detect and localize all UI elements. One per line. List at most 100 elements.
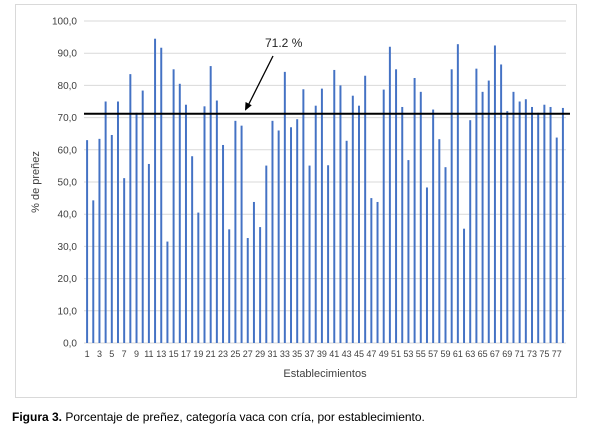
- bar: [277, 130, 280, 343]
- x-tick-label: 61: [453, 349, 463, 359]
- y-tick-label: 20,0: [58, 274, 78, 285]
- bar: [351, 95, 354, 343]
- x-tick-label: 35: [292, 349, 302, 359]
- x-tick-label: 67: [490, 349, 500, 359]
- y-tick-label: 90,0: [58, 49, 78, 60]
- bar: [549, 106, 552, 343]
- bar: [184, 104, 187, 343]
- bar: [370, 198, 373, 343]
- bar: [104, 101, 107, 343]
- x-tick-label: 49: [379, 349, 389, 359]
- bar: [308, 165, 311, 343]
- bar: [222, 144, 225, 343]
- x-tick-label: 21: [206, 349, 216, 359]
- figure-caption: Figura 3. Porcentaje de preñez, categorí…: [12, 410, 425, 424]
- x-tick-label: 43: [342, 349, 352, 359]
- y-axis-ticks: 0,0 10,0 20,0 30,0 40,0 50,0 60,0 70,0 80,0 90,0 1…: [52, 17, 77, 350]
- bar: [314, 105, 317, 343]
- x-tick-label: 25: [230, 349, 240, 359]
- y-axis-label: % de preñez: [30, 151, 42, 213]
- bar: [154, 38, 157, 344]
- bar: [543, 104, 546, 343]
- bar: [395, 69, 398, 344]
- y-tick-label: 10,0: [58, 306, 78, 317]
- bar: [518, 101, 521, 343]
- x-tick-label: 39: [317, 349, 327, 359]
- bar: [141, 90, 144, 343]
- bar: [512, 91, 515, 343]
- bar: [240, 125, 243, 344]
- x-tick-label: 63: [465, 349, 475, 359]
- bar: [215, 100, 218, 343]
- bar: [382, 89, 385, 343]
- x-tick-label: 57: [428, 349, 438, 359]
- x-tick-label: 31: [267, 349, 277, 359]
- bar: [506, 111, 509, 343]
- bar: [450, 69, 453, 344]
- bar: [333, 69, 336, 343]
- x-tick-label: 55: [416, 349, 426, 359]
- x-tick-label: 7: [122, 349, 127, 359]
- caption-label: Figura 3.: [12, 410, 63, 424]
- bar: [469, 120, 472, 344]
- x-tick-label: 13: [156, 349, 166, 359]
- y-tick-label: 40,0: [58, 210, 78, 221]
- x-axis-ticks: 1 3 5 7 9 11 13 15 17 19 21 23 25 27 29 31 33 35 37 39 41 43 4…: [85, 349, 562, 359]
- bar: [129, 74, 132, 343]
- x-tick-label: 3: [97, 349, 102, 359]
- x-tick-label: 1: [85, 349, 90, 359]
- bar: [438, 139, 441, 343]
- bar: [228, 229, 231, 343]
- x-tick-label: 53: [403, 349, 413, 359]
- bar: [561, 107, 564, 343]
- bar: [555, 137, 558, 343]
- bar: [475, 68, 478, 343]
- bar: [135, 112, 138, 344]
- bar: [209, 66, 212, 343]
- bar: [425, 187, 428, 343]
- gridlines: [84, 20, 566, 344]
- bar: [92, 200, 95, 343]
- bar: [345, 140, 348, 343]
- bar: [364, 75, 367, 344]
- bar: [172, 69, 175, 344]
- bar: [123, 178, 126, 343]
- bar: [357, 105, 360, 343]
- bar: [339, 85, 342, 344]
- bar: [98, 138, 101, 343]
- bar: [487, 80, 490, 343]
- x-tick-label: 29: [255, 349, 265, 359]
- bar: [413, 77, 416, 343]
- bar: [407, 160, 410, 343]
- bar: [432, 109, 435, 343]
- x-tick-label: 77: [552, 349, 562, 359]
- bar: [456, 44, 459, 344]
- bar: [147, 163, 150, 343]
- x-tick-label: 23: [218, 349, 228, 359]
- bar: [203, 106, 206, 343]
- bar: [500, 64, 503, 343]
- caption-text: Porcentaje de preñez, categoría vaca con…: [62, 410, 425, 424]
- x-tick-label: 73: [527, 349, 537, 359]
- x-tick-label: 5: [109, 349, 114, 359]
- y-tick-label: 0,0: [63, 339, 77, 350]
- bar: [252, 201, 255, 343]
- x-tick-label: 59: [440, 349, 450, 359]
- bar: [376, 201, 379, 343]
- x-tick-label: 65: [478, 349, 488, 359]
- bar: [116, 101, 119, 343]
- bar: [327, 165, 330, 343]
- x-tick-label: 15: [169, 349, 179, 359]
- bar: [265, 165, 268, 343]
- bar: [290, 127, 293, 343]
- bar: [531, 106, 534, 343]
- x-tick-label: 27: [243, 349, 253, 359]
- reference-line-label: 71.2 %: [265, 36, 303, 50]
- bar: [493, 45, 496, 344]
- bar: [444, 167, 447, 343]
- bar: [160, 47, 163, 343]
- bar: [271, 120, 274, 343]
- y-tick-label: 50,0: [58, 178, 78, 189]
- x-tick-label: 51: [391, 349, 401, 359]
